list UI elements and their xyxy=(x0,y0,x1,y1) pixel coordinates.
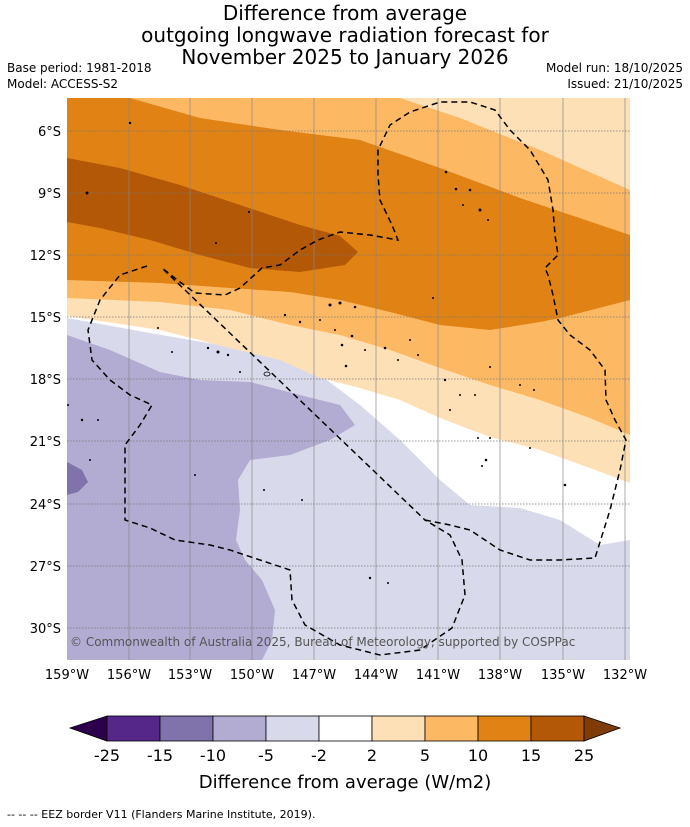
eez-border xyxy=(87,101,627,656)
lon-label: 132°W xyxy=(603,668,647,683)
colorbar-segment xyxy=(424,715,479,742)
lat-label: 12°S xyxy=(30,249,61,264)
lon-label: 135°W xyxy=(541,668,585,683)
colorbar-segment xyxy=(265,715,320,742)
meta-right: Model run: 18/10/2025 Issued: 21/10/2025 xyxy=(546,60,683,92)
atoll-icon xyxy=(263,371,271,377)
colorbar-tick: -5 xyxy=(258,746,274,765)
base-period-label: Base period: 1981-2018 xyxy=(7,61,152,75)
lat-gridlines xyxy=(67,130,630,629)
colorbar-tick: 25 xyxy=(574,746,594,765)
colorbar-ticks: -25 -15 -10 -5 -2 2 5 10 15 25 xyxy=(94,746,594,765)
islands xyxy=(67,121,567,584)
colorbar-segment xyxy=(212,715,267,742)
lat-label: 18°S xyxy=(30,373,61,388)
colorbar-segment xyxy=(477,715,532,742)
colorbar-segment xyxy=(106,715,161,742)
lon-label: 141°W xyxy=(416,668,460,683)
lat-axis: 6°S 9°S 12°S 15°S 18°S 21°S 24°S 27°S 30… xyxy=(30,125,61,637)
lat-label: 27°S xyxy=(30,560,61,575)
purple-region xyxy=(67,462,88,495)
lon-axis: 159°W 156°W 153°W 150°W 147°W 144°W 141°… xyxy=(45,668,647,683)
lat-label: 9°S xyxy=(38,187,61,202)
colorbar-tick: -10 xyxy=(200,746,226,765)
colorbar-tick: -15 xyxy=(147,746,173,765)
colorbar-segment xyxy=(318,715,373,742)
colorbar-tick: -2 xyxy=(311,746,327,765)
purple-mid-region xyxy=(67,335,355,660)
title-line-3: November 2025 to January 2026 xyxy=(181,45,509,69)
meta-left: Base period: 1981-2018 Model: ACCESS-S2 xyxy=(7,60,152,92)
issued-label: Issued: 21/10/2025 xyxy=(567,77,683,91)
model-label: Model: ACCESS-S2 xyxy=(7,77,119,91)
lon-label: 144°W xyxy=(354,668,398,683)
lat-label: 30°S xyxy=(30,622,61,637)
colorbar-tick: 15 xyxy=(521,746,541,765)
colorbar-segment xyxy=(159,715,214,742)
colorbar-tick: 5 xyxy=(420,746,430,765)
orange-band xyxy=(67,98,630,330)
colorbar-segment xyxy=(68,715,108,742)
colorbar-tick: -25 xyxy=(94,746,120,765)
lat-label: 15°S xyxy=(30,311,61,326)
lat-label: 6°S xyxy=(38,125,61,140)
model-run-label: Model run: 18/10/2025 xyxy=(545,61,683,75)
colorbar-tick: 2 xyxy=(367,746,377,765)
colorbar-segment xyxy=(530,715,585,742)
lon-label: 156°W xyxy=(107,668,151,683)
lat-label: 24°S xyxy=(30,498,61,513)
lon-label: 150°W xyxy=(230,668,274,683)
map-plot xyxy=(67,98,630,660)
chart-title: Difference from average outgoing longwav… xyxy=(0,2,690,68)
lon-label: 159°W xyxy=(45,668,89,683)
footnote: -- -- -- EEZ border V11 (Flanders Marine… xyxy=(7,808,316,821)
title-line-1: Difference from average xyxy=(222,1,468,25)
colorbar-segment xyxy=(583,715,622,742)
colorbar xyxy=(68,715,622,742)
colorbar-title: Difference from average (W/m2) xyxy=(199,772,491,793)
title-line-2: outgoing longwave radiation forecast for xyxy=(141,23,549,47)
colorbar-tick: 10 xyxy=(468,746,488,765)
copyright-text: © Commonwealth of Australia 2025, Bureau… xyxy=(70,635,575,649)
orange-dark-band xyxy=(67,158,358,272)
lon-label: 138°W xyxy=(478,668,522,683)
lat-label: 21°S xyxy=(30,435,61,450)
lon-label: 147°W xyxy=(292,668,336,683)
lon-label: 153°W xyxy=(168,668,212,683)
colorbar-segment xyxy=(371,715,426,742)
